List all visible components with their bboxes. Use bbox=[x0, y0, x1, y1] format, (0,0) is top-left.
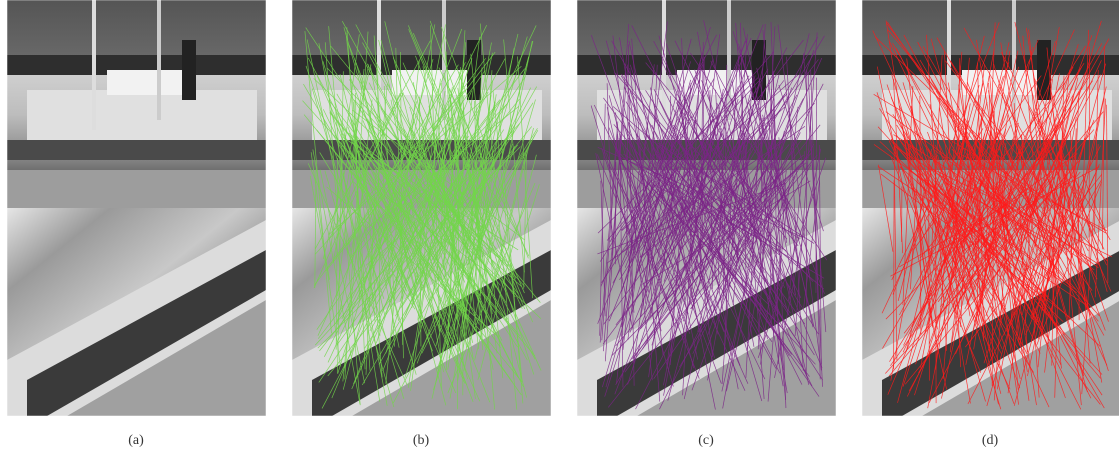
panel-label: (a) bbox=[128, 433, 144, 448]
panel bbox=[292, 0, 551, 450]
figure: (a) (b) (c) (d) bbox=[0, 0, 1119, 461]
panels bbox=[7, 0, 1119, 450]
page: (a) (b) (c) (d) (() => { const data = JS… bbox=[0, 0, 1119, 461]
panel bbox=[7, 0, 266, 450]
panel-label: (d) bbox=[982, 433, 999, 448]
photo bbox=[7, 0, 266, 450]
panel-label: (b) bbox=[413, 433, 430, 448]
panel-label: (c) bbox=[698, 433, 714, 448]
panel bbox=[862, 0, 1119, 450]
panel bbox=[577, 0, 836, 450]
